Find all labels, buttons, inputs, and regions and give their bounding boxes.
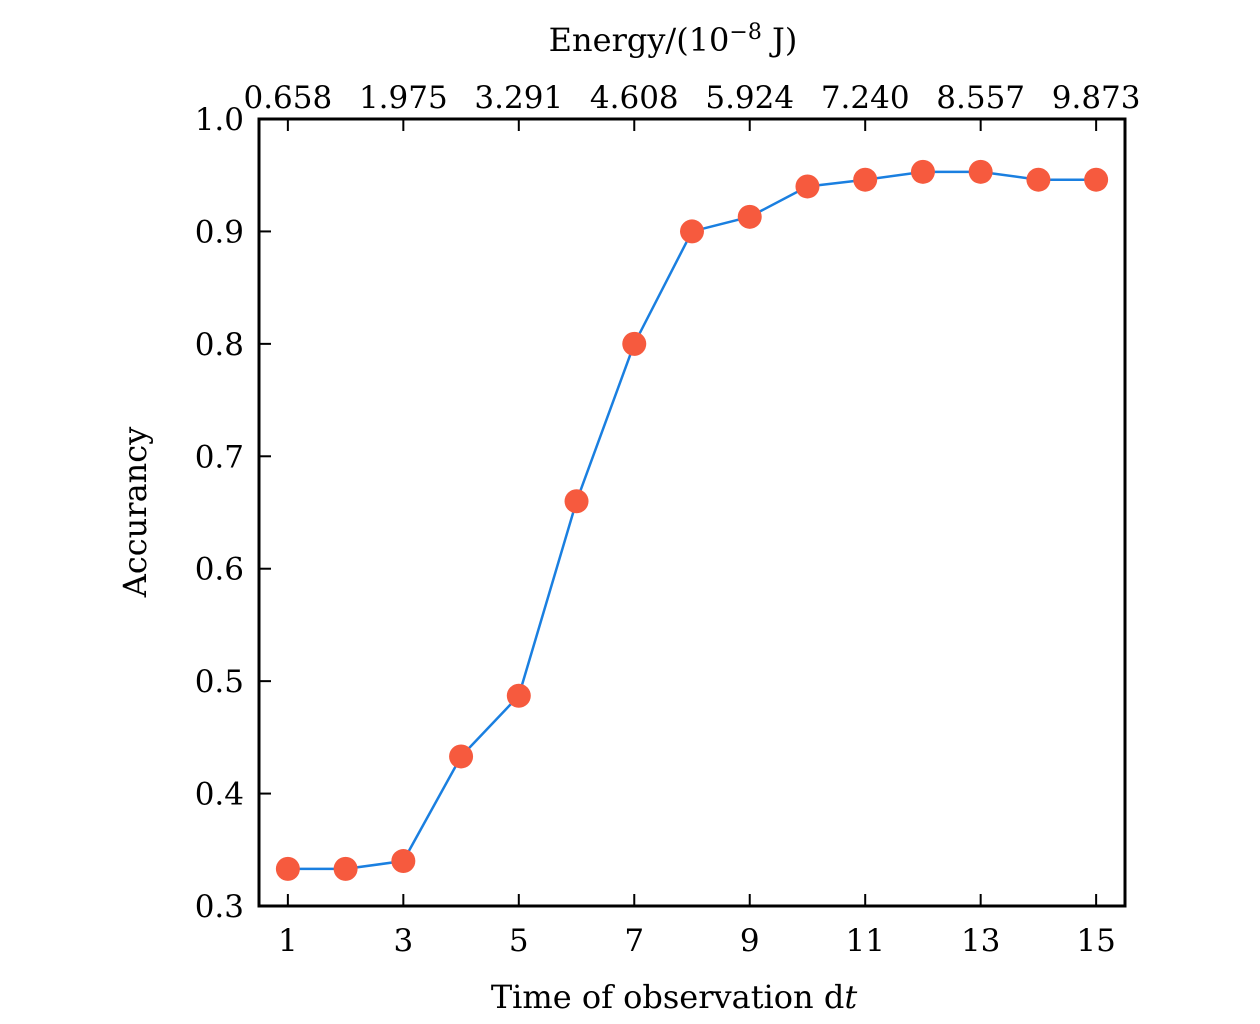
x-tick-label: 13 — [961, 923, 1000, 959]
top-x-tick-label: 4.608 — [590, 80, 679, 116]
top-x-tick-label: 1.975 — [359, 80, 448, 116]
x-tick-label: 5 — [509, 923, 529, 959]
data-point — [333, 856, 358, 881]
x-tick-label: 3 — [393, 923, 413, 959]
top-x-tick-label: 3.291 — [474, 80, 563, 116]
data-point — [910, 159, 935, 184]
y-tick-label: 0.9 — [195, 214, 244, 250]
x-tick-label: 15 — [1076, 923, 1115, 959]
top-x-tick-label: 9.873 — [1052, 80, 1141, 116]
ticks-layer — [259, 118, 1098, 907]
y-tick-label: 0.6 — [195, 552, 244, 588]
x-tick-label: 1 — [278, 923, 298, 959]
x-tick-label: 9 — [740, 923, 760, 959]
top-x-tick-label: 5.924 — [705, 80, 794, 116]
y-axis-title: Accurancy — [116, 427, 154, 599]
data-point — [737, 204, 762, 229]
data-point — [795, 174, 820, 199]
data-point — [853, 167, 878, 192]
data-point — [968, 159, 993, 184]
y-tick-label: 0.5 — [195, 664, 244, 700]
top-x-tick-label: 7.240 — [821, 80, 910, 116]
top-x-axis-title-suffix: J) — [762, 21, 797, 59]
x-axis-title: Time of observation dt — [491, 978, 858, 1016]
top-x-tick-label: 8.557 — [936, 80, 1025, 116]
x-tick-label: 11 — [845, 923, 884, 959]
y-tick-label: 0.4 — [195, 777, 244, 813]
data-point — [564, 489, 589, 514]
data-point — [449, 744, 474, 769]
x-axis-title-italic: t — [844, 978, 857, 1016]
y-tick-label: 0.3 — [195, 889, 244, 925]
y-tick-label: 1.0 — [195, 102, 244, 138]
labels-layer: 1 3 5 7 9 11 13 150.658 1.975 3.291 4.608 5.924 7.24… — [195, 80, 1141, 959]
top-x-axis-title: Energy/(10−8 J) — [549, 20, 798, 59]
data-point — [1026, 167, 1051, 192]
y-tick-label: 0.7 — [195, 439, 244, 475]
series-layer — [275, 159, 1109, 881]
data-point — [1084, 167, 1109, 192]
data-point — [622, 331, 647, 356]
plot-frame — [257, 117, 1127, 908]
data-point — [391, 849, 416, 874]
x-axis-title-text: Time of observation d — [491, 978, 845, 1016]
series-line — [287, 170, 1097, 871]
top-x-tick-label: 0.658 — [243, 80, 332, 116]
top-x-axis-title-exponent: −8 — [729, 20, 761, 45]
data-point — [680, 219, 704, 244]
y-tick-label: 0.8 — [195, 327, 244, 363]
x-tick-label: 7 — [624, 923, 644, 959]
data-point — [275, 856, 300, 881]
top-x-axis-title-prefix: Energy/(10 — [549, 21, 730, 59]
data-point — [506, 683, 531, 708]
